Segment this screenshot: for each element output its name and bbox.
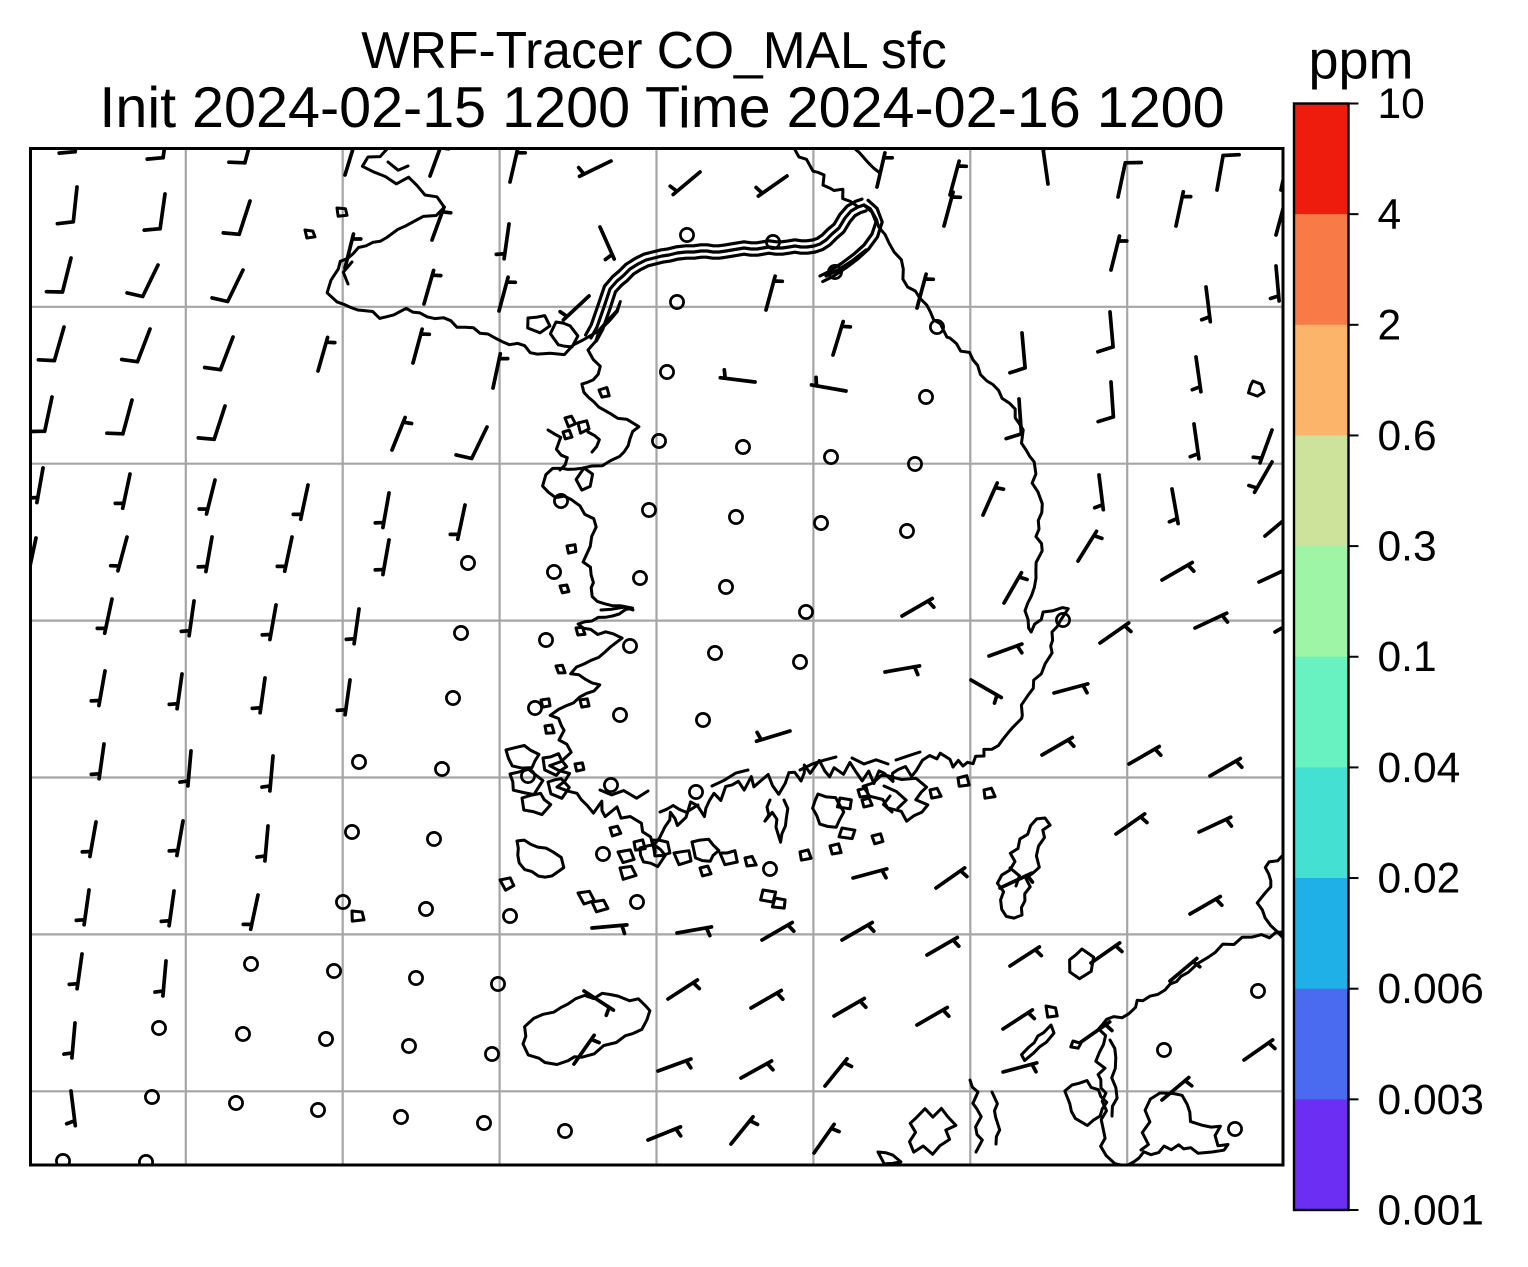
svg-text:0.1: 0.1 bbox=[1378, 634, 1437, 681]
svg-text:0.003: 0.003 bbox=[1378, 1077, 1484, 1124]
svg-text:Init 2024-02-15 1200 Time 2024: Init 2024-02-15 1200 Time 2024-02-16 120… bbox=[99, 76, 1224, 140]
svg-text:ppm: ppm bbox=[1308, 31, 1413, 91]
svg-text:2: 2 bbox=[1378, 302, 1402, 349]
svg-text:0.6: 0.6 bbox=[1378, 413, 1437, 460]
svg-text:4: 4 bbox=[1378, 192, 1402, 239]
svg-text:WRF-Tracer CO_MAL sfc: WRF-Tracer CO_MAL sfc bbox=[361, 21, 947, 79]
svg-text:0.001: 0.001 bbox=[1378, 1188, 1484, 1235]
svg-text:0.006: 0.006 bbox=[1378, 966, 1484, 1013]
svg-text:10: 10 bbox=[1378, 81, 1425, 128]
svg-text:0.02: 0.02 bbox=[1378, 856, 1461, 903]
svg-text:0.3: 0.3 bbox=[1378, 524, 1437, 571]
svg-text:0.04: 0.04 bbox=[1378, 745, 1461, 792]
